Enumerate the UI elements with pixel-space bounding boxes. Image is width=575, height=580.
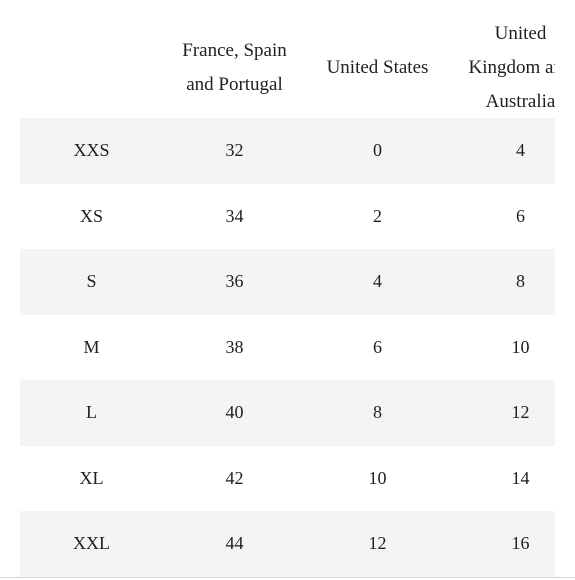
header-uk-australia: United Kingdom and Australia [449,0,555,136]
table-row: XS 34 2 6 [20,184,555,250]
table-header: France, Spain and Portugal United States… [20,0,555,137]
cell-us: 10 [368,467,387,488]
cell-us: 0 [373,140,382,161]
cell-eu: 34 [225,205,244,226]
table-row: XXS 32 0 4 [20,118,555,184]
header-france-spain-portugal: France, Spain and Portugal [163,0,306,136]
header-line: Kingdom and [468,57,555,78]
cell-eu: 40 [225,402,244,423]
cell-uk: 10 [511,336,530,357]
cell-eu: 42 [225,467,244,488]
cell-size: S [86,271,97,292]
cell-uk: 4 [516,140,525,161]
size-conversion-table: France, Spain and Portugal United States… [20,0,555,577]
header-line: Australia [485,91,555,112]
table-row: XXL 44 12 16 [20,511,555,577]
cell-us: 6 [373,336,382,357]
header-line: United States [326,57,429,78]
cell-size: XL [79,467,104,488]
cell-eu: 44 [225,533,244,554]
cell-us: 4 [373,271,382,292]
header-line: and Portugal [186,74,283,95]
cell-uk: 16 [511,533,530,554]
cell-uk: 14 [511,467,530,488]
cell-us: 2 [373,205,382,226]
header-united-states: United States [306,0,449,136]
cell-uk: 8 [516,271,525,292]
cell-size: XXS [73,140,110,161]
cell-size: L [86,402,97,423]
cell-size: M [83,336,100,357]
cell-eu: 32 [225,140,244,161]
cell-size: XXL [73,533,110,554]
cell-us: 8 [373,402,382,423]
header-line: United [494,23,547,44]
table-row: M 38 6 10 [20,315,555,381]
header-size [20,0,163,136]
bottom-divider [0,577,575,578]
table-row: S 36 4 8 [20,249,555,315]
cell-size: XS [79,205,103,226]
cell-eu: 36 [225,271,244,292]
cell-uk: 12 [511,402,530,423]
cell-eu: 38 [225,336,244,357]
cell-us: 12 [368,533,387,554]
header-line: France, Spain [182,40,287,61]
cell-uk: 6 [516,205,525,226]
table-row: L 40 8 12 [20,380,555,446]
table-row: XL 42 10 14 [20,446,555,512]
